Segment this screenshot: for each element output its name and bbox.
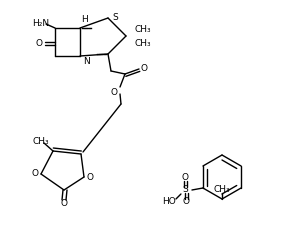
Text: CH₃: CH₃ (135, 24, 151, 33)
Text: O: O (87, 173, 94, 182)
Text: HO: HO (162, 196, 176, 205)
Text: O: O (182, 173, 189, 182)
Text: O: O (110, 87, 117, 96)
Text: O: O (182, 197, 189, 206)
Text: S: S (112, 13, 118, 22)
Text: H₂N: H₂N (32, 18, 49, 27)
Text: CH₃: CH₃ (214, 184, 230, 193)
Text: O: O (35, 38, 42, 47)
Text: CH₃: CH₃ (33, 137, 49, 146)
Text: H: H (81, 14, 87, 23)
Text: S: S (182, 186, 188, 195)
Text: CH₃: CH₃ (135, 38, 151, 47)
Text: O: O (140, 64, 148, 73)
Text: O: O (60, 200, 67, 209)
Text: N: N (83, 56, 89, 65)
Text: O: O (31, 169, 38, 178)
